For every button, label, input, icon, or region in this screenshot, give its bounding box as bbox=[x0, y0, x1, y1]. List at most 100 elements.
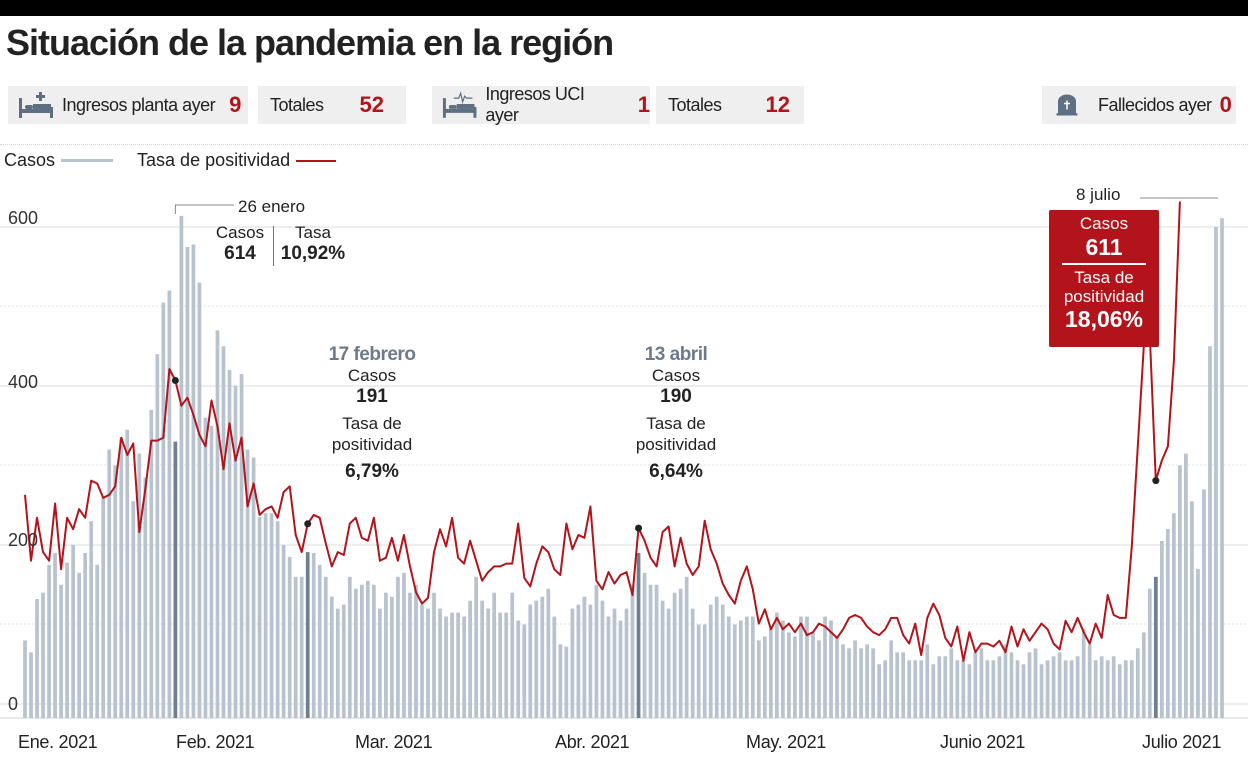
bar bbox=[432, 592, 436, 718]
highlight-point bbox=[171, 377, 179, 385]
bar bbox=[630, 584, 635, 718]
bar bbox=[281, 545, 286, 718]
y-tick-label: 200 bbox=[8, 530, 39, 550]
bar bbox=[510, 592, 515, 718]
bar bbox=[95, 564, 100, 719]
bar-highlight bbox=[305, 552, 310, 718]
bar bbox=[738, 620, 743, 718]
bar bbox=[883, 660, 888, 718]
bar bbox=[1051, 656, 1056, 718]
bar bbox=[257, 517, 262, 718]
bar bbox=[1111, 656, 1116, 718]
bar bbox=[534, 600, 539, 718]
bar bbox=[1159, 541, 1164, 718]
stat-label: Totales bbox=[270, 94, 324, 115]
bar bbox=[155, 354, 160, 718]
annotation-casos-value: 614 bbox=[224, 243, 256, 264]
x-tick-label: Feb. 2021 bbox=[176, 732, 255, 752]
bar bbox=[931, 664, 936, 718]
bar bbox=[546, 588, 551, 718]
bar bbox=[125, 429, 130, 718]
bar bbox=[191, 244, 196, 719]
bar bbox=[919, 660, 924, 718]
bar bbox=[1141, 632, 1146, 718]
bar bbox=[197, 282, 202, 718]
annotation-divider bbox=[273, 226, 274, 266]
bar bbox=[787, 632, 791, 718]
bar bbox=[47, 564, 51, 719]
bar bbox=[492, 592, 497, 718]
stat-fallecidos: Fallecidos ayer 0 bbox=[1042, 86, 1236, 124]
bar bbox=[666, 608, 671, 718]
bar bbox=[775, 612, 779, 718]
bar bbox=[552, 616, 557, 718]
bar bbox=[756, 640, 761, 718]
bar bbox=[1099, 656, 1104, 718]
bar bbox=[101, 497, 106, 718]
bar bbox=[696, 624, 701, 718]
bar bbox=[732, 624, 737, 718]
bar bbox=[359, 584, 364, 718]
bar bbox=[251, 457, 256, 718]
bar bbox=[365, 580, 370, 718]
bar bbox=[65, 562, 69, 718]
bar bbox=[113, 465, 118, 718]
bar bbox=[1009, 652, 1014, 718]
annotation-tasa-label: Tasa de bbox=[646, 414, 706, 433]
bar bbox=[414, 584, 418, 718]
stat-value: 52 bbox=[359, 92, 385, 117]
bar bbox=[372, 584, 376, 718]
bar bbox=[889, 640, 894, 718]
bar bbox=[1075, 656, 1080, 718]
annotation-casos-label: Casos bbox=[651, 366, 701, 385]
bar bbox=[444, 616, 448, 718]
bar bbox=[901, 652, 906, 718]
bar bbox=[528, 604, 533, 719]
bar bbox=[1117, 664, 1122, 718]
annotation-casos-value: 191 bbox=[356, 386, 388, 407]
bar bbox=[143, 477, 148, 718]
bar bbox=[161, 302, 166, 718]
bar bbox=[949, 648, 954, 718]
bar bbox=[684, 576, 689, 718]
bar bbox=[420, 604, 424, 719]
icu-bed-icon bbox=[442, 91, 477, 118]
bar bbox=[245, 449, 250, 718]
bar bbox=[275, 521, 280, 718]
stat-value: 0 bbox=[1219, 92, 1232, 117]
x-tick-label: Mar. 2021 bbox=[355, 732, 433, 752]
bar bbox=[233, 386, 238, 718]
bar bbox=[1190, 501, 1194, 718]
bar bbox=[107, 449, 112, 718]
bar bbox=[504, 612, 509, 718]
annotation-tasa-label: positividad bbox=[1063, 287, 1145, 306]
bar bbox=[468, 600, 472, 718]
bar bbox=[263, 513, 268, 718]
bar bbox=[137, 453, 142, 718]
bar bbox=[588, 604, 593, 719]
bar bbox=[347, 576, 352, 718]
bar bbox=[955, 660, 960, 718]
bar bbox=[71, 545, 75, 718]
annotation-casos-label: Casos bbox=[1079, 214, 1129, 233]
bar bbox=[1093, 660, 1098, 718]
y-tick-label: 0 bbox=[8, 694, 19, 714]
bar bbox=[961, 660, 966, 718]
bar bbox=[119, 437, 124, 718]
leader-line-jan26 bbox=[174, 204, 234, 214]
bar bbox=[341, 604, 346, 719]
bar bbox=[895, 652, 900, 718]
annotation-tasa-label: positividad bbox=[635, 435, 717, 454]
bar bbox=[793, 636, 797, 718]
bar bbox=[293, 576, 298, 718]
annotation-casos-label: Casos bbox=[347, 366, 397, 385]
bar-highlight bbox=[636, 552, 641, 718]
stat-label: Fallecidos ayer bbox=[1098, 94, 1212, 115]
bar bbox=[859, 648, 863, 718]
bar bbox=[720, 604, 725, 719]
bar bbox=[1123, 660, 1128, 718]
annotation-tasa-label: Tasa de bbox=[342, 414, 402, 433]
bar bbox=[606, 616, 611, 718]
bar bbox=[1184, 453, 1188, 718]
